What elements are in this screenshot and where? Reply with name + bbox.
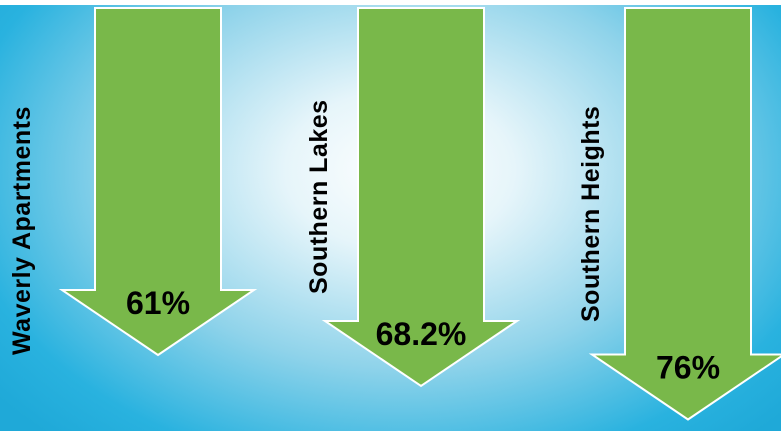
arrow-bar-southern-lakes bbox=[321, 7, 521, 388]
top-divider bbox=[0, 0, 781, 5]
value-label: 76% bbox=[656, 350, 720, 386]
category-label-waverly-apartments: Waverly Apartments bbox=[8, 106, 36, 355]
category-label-southern-lakes: Southern Lakes bbox=[305, 99, 333, 294]
arrow-bar-southern-heights bbox=[588, 7, 781, 421]
arrow-bar-waverly-apartments bbox=[58, 7, 258, 357]
value-label: 68.2% bbox=[376, 316, 467, 352]
value-label: 61% bbox=[126, 285, 190, 321]
category-label-southern-heights: Southern Heights bbox=[577, 105, 605, 322]
